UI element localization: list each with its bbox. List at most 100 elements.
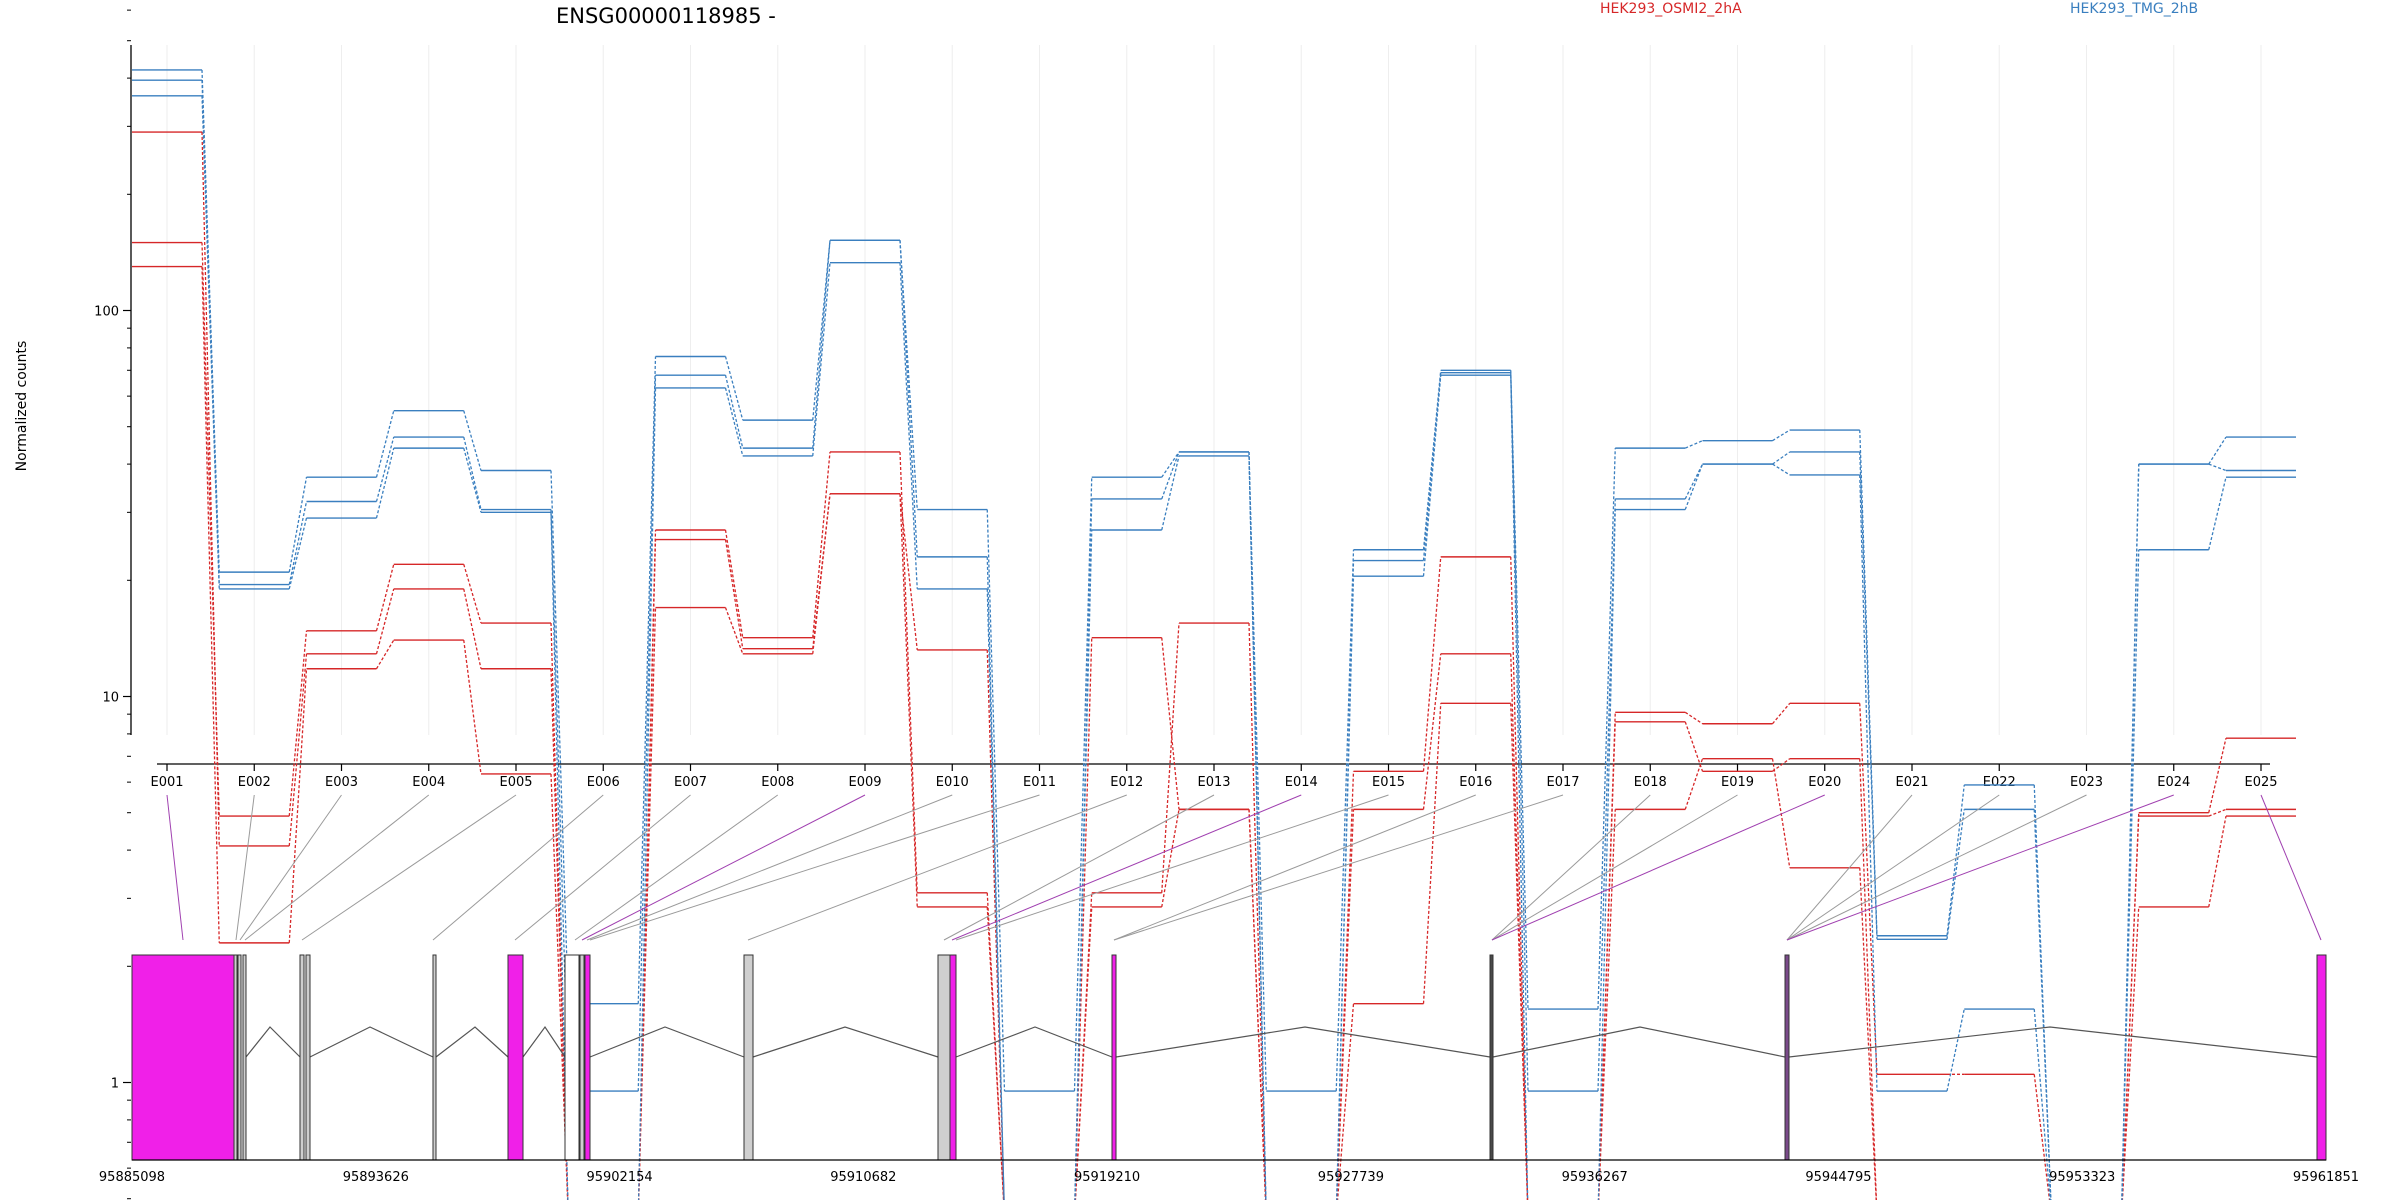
series-3-connector [463,640,482,775]
series-6-connector [463,447,482,513]
series-2-connector [1772,758,1791,772]
series-4-connector [724,356,744,421]
series-5-connector [812,240,831,449]
series-5-connector [1772,451,1791,465]
series-1-connector [1422,556,1442,772]
series-3-connector [288,668,308,943]
series-4-connector [1597,448,1616,1010]
coordinate-label: 95902154 [586,1170,652,1185]
series-1-connector [1248,623,1267,1200]
exon-block [564,954,580,1161]
series-2-connector [986,906,1005,1200]
exon-block [507,954,524,1161]
series-5-connector [724,375,744,449]
series-6-connector [812,262,831,456]
exon-block [237,954,242,1161]
series-1-connector [2033,1074,2051,1200]
series-3-connector [1598,809,1616,1200]
x-tick-label-E017: E017 [1546,775,1579,790]
series-1-connector [288,630,308,817]
series-5-connector [1859,451,1878,940]
series-4-connector [1510,370,1529,1010]
series-1-connector [1772,702,1791,725]
series-3-connector [899,493,918,651]
series-5-connector [550,509,569,1092]
series-6-connector [2121,549,2140,1200]
exon-link-E014 [951,794,1302,941]
series-2-connector [1336,809,1355,1200]
exon-link-E015 [955,794,1389,941]
series-4-connector [2033,784,2052,1200]
legend-entry-1: HEK293_OSMI2_2hA [1600,1,1742,17]
series-2-connector [201,131,220,846]
y-tick-label: 1 [111,1077,119,1092]
legend-entry-2: HEK293_TMG_2hB [2070,1,2198,17]
series-5-connector [1597,498,1616,1092]
exon-block [937,954,952,1161]
series-4-connector [1335,549,1355,1092]
x-tick-label-E004: E004 [412,775,445,790]
x-tick-label-E016: E016 [1459,775,1492,790]
intron-connector [435,1026,509,1058]
series-2-connector [1859,758,1878,1200]
series-1-connector [201,242,220,817]
series-6-connector [637,387,657,1200]
series-3-connector [550,773,569,1200]
exon-link-E019 [1491,794,1738,941]
exon-link-E009 [581,794,866,941]
x-tick-label-E020: E020 [1808,775,1841,790]
series-4-connector [986,509,1006,1092]
series-5-connector [899,240,918,557]
exon-link-E023 [1786,794,2087,941]
exon-block [299,954,305,1161]
series-3-connector [1859,867,1877,1200]
coordinate-axis: 95885098 95893626 95902154 95910682 95919210… [99,1159,2359,1185]
series-2-connector [724,539,744,649]
series-2-connector [899,493,918,907]
coordinate-label: 95919210 [1074,1170,1140,1185]
y-tick-label: 100 [94,305,119,320]
exon-link-E003 [239,794,342,941]
exon-block [305,954,311,1161]
series-3-connector [1422,703,1442,1004]
series-1-connector [1510,556,1529,1200]
series-1-connector [724,529,744,638]
series-4-connector [2208,436,2227,465]
series-3-connector [1771,758,1791,868]
coordinate-label: 95893626 [343,1170,409,1185]
series-5-connector [2033,809,2052,1200]
series-4-connector [637,356,657,1004]
exon-link-E024 [1786,794,2174,941]
series-6-connector [1510,375,1529,1200]
coordinate-label: 95944795 [1805,1170,1871,1185]
series-6-connector [1684,463,1704,510]
series-1-connector [1859,703,1878,1075]
series-3-connector [812,493,831,654]
legend: HEK293_OSMI2_2hA HEK293_TMG_2hB [1600,1,2198,17]
y-axis-label: Normalized counts [14,341,30,472]
series-6-connector [1336,576,1355,1200]
coordinate-label: 95953323 [2049,1170,2115,1185]
series-5-connector [375,436,395,502]
series-1-connector [550,623,569,1200]
intron-connector [955,1026,1113,1058]
series-6-connector [1772,463,1791,476]
x-tick-label-E015: E015 [1372,775,1405,790]
x-tick-label-E009: E009 [848,775,881,790]
exon-block [242,954,247,1161]
series-1-connector [899,451,918,893]
series-2-connector [1422,653,1442,810]
series-4-connector [1684,440,1703,449]
exon-link-E010 [586,794,953,941]
series-2-connector [463,588,482,669]
series-4-connector [1946,784,1965,936]
x-tick-label-E023: E023 [2070,775,2103,790]
exon-link-E001 [166,794,184,941]
series-1-connector [986,892,1005,1200]
exon-block [743,954,754,1161]
x-tick-label-E011: E011 [1023,775,1056,790]
series-6-connector [1422,375,1442,577]
exon-block [131,954,235,1161]
coordinate-label: 95936267 [1562,1170,1628,1185]
coordinate-label: 95885098 [99,1170,165,1185]
